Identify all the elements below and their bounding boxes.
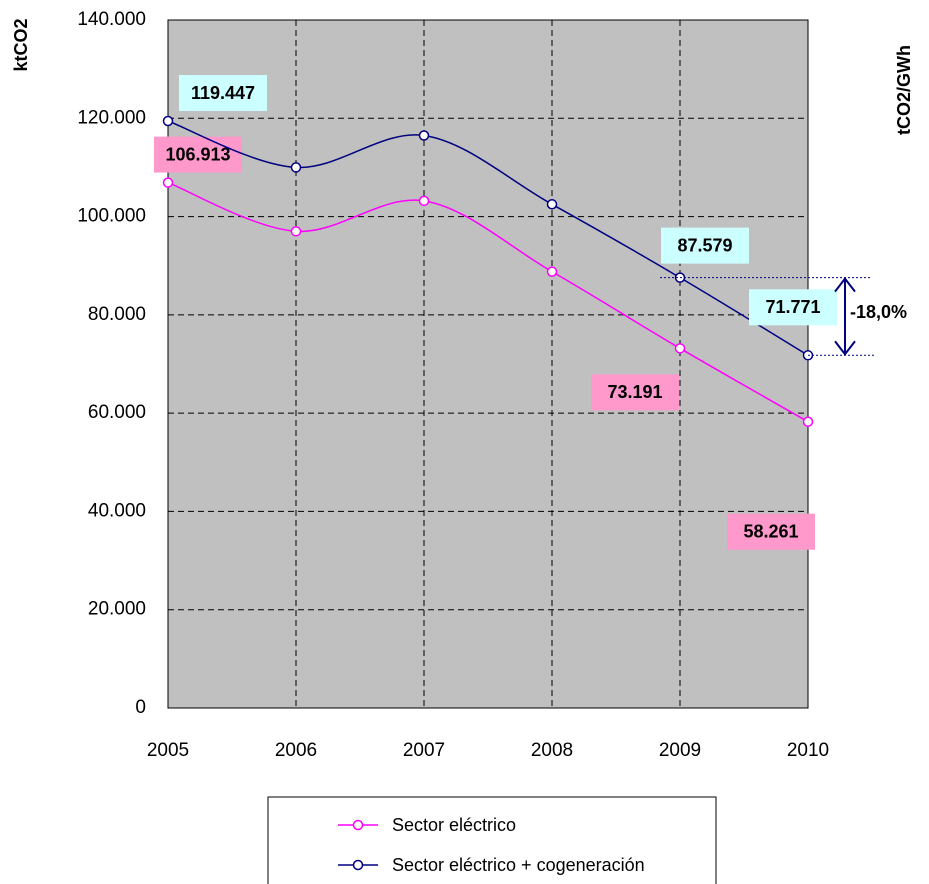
y-tick-label: 20.000 — [88, 599, 146, 620]
data-point — [290, 226, 302, 237]
legend-label: Sector eléctrico + cogeneración — [392, 855, 645, 875]
y-tick-label: 40.000 — [88, 500, 146, 521]
value-label: 58.261 — [743, 521, 798, 541]
legend-box — [267, 796, 717, 884]
x-tick-label: 2006 — [275, 740, 317, 761]
value-label: 119.447 — [191, 83, 255, 103]
series-line — [167, 181, 809, 423]
data-point — [162, 115, 174, 127]
data-point — [162, 177, 174, 188]
annotation: -18,0% — [850, 302, 907, 322]
data-point — [418, 130, 430, 141]
y-tick-label: 140.000 — [77, 9, 146, 30]
y-tick-label: 60.000 — [88, 402, 146, 423]
y-tick-label: 120.000 — [77, 107, 146, 128]
x-tick-label: 2005 — [147, 740, 189, 761]
y-tick-label: 100.000 — [77, 206, 146, 227]
plot-area — [167, 19, 809, 709]
y-axis-label: ktCO2 — [11, 18, 31, 71]
value-label: 73.191 — [607, 382, 662, 402]
data-point — [802, 416, 814, 427]
data-point — [546, 199, 558, 210]
value-label: 106.913 — [165, 144, 230, 164]
x-tick-label: 2007 — [403, 740, 445, 761]
value-label: 87.579 — [677, 235, 732, 255]
x-tick-label: 2010 — [787, 740, 829, 761]
x-tick-label: 2008 — [531, 740, 573, 761]
value-label-box — [661, 227, 749, 264]
data-point — [290, 162, 302, 173]
value-label-box — [154, 136, 242, 173]
x-tick-label: 2009 — [659, 740, 701, 761]
legend-marker — [352, 819, 364, 831]
value-label-box — [727, 513, 815, 550]
y-tick-label: 80.000 — [88, 304, 146, 325]
y-tick-label: 0 — [135, 697, 146, 718]
series-line — [167, 120, 809, 356]
legend-marker — [352, 859, 364, 871]
y2-axis-label: tCO2/GWh — [894, 45, 914, 135]
data-point — [674, 343, 686, 354]
data-point — [546, 266, 558, 277]
data-point — [418, 195, 430, 207]
value-label: 71.771 — [765, 297, 820, 317]
value-label-box — [591, 374, 679, 411]
arrow-head — [834, 276, 856, 356]
value-label-box — [179, 75, 267, 112]
legend-label: Sector eléctrico — [392, 815, 516, 835]
value-label-box — [749, 289, 837, 326]
